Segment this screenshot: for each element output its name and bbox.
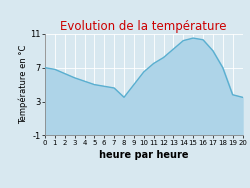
Title: Evolution de la température: Evolution de la température [60, 20, 227, 33]
Y-axis label: Température en °C: Température en °C [18, 45, 28, 124]
X-axis label: heure par heure: heure par heure [99, 150, 188, 160]
